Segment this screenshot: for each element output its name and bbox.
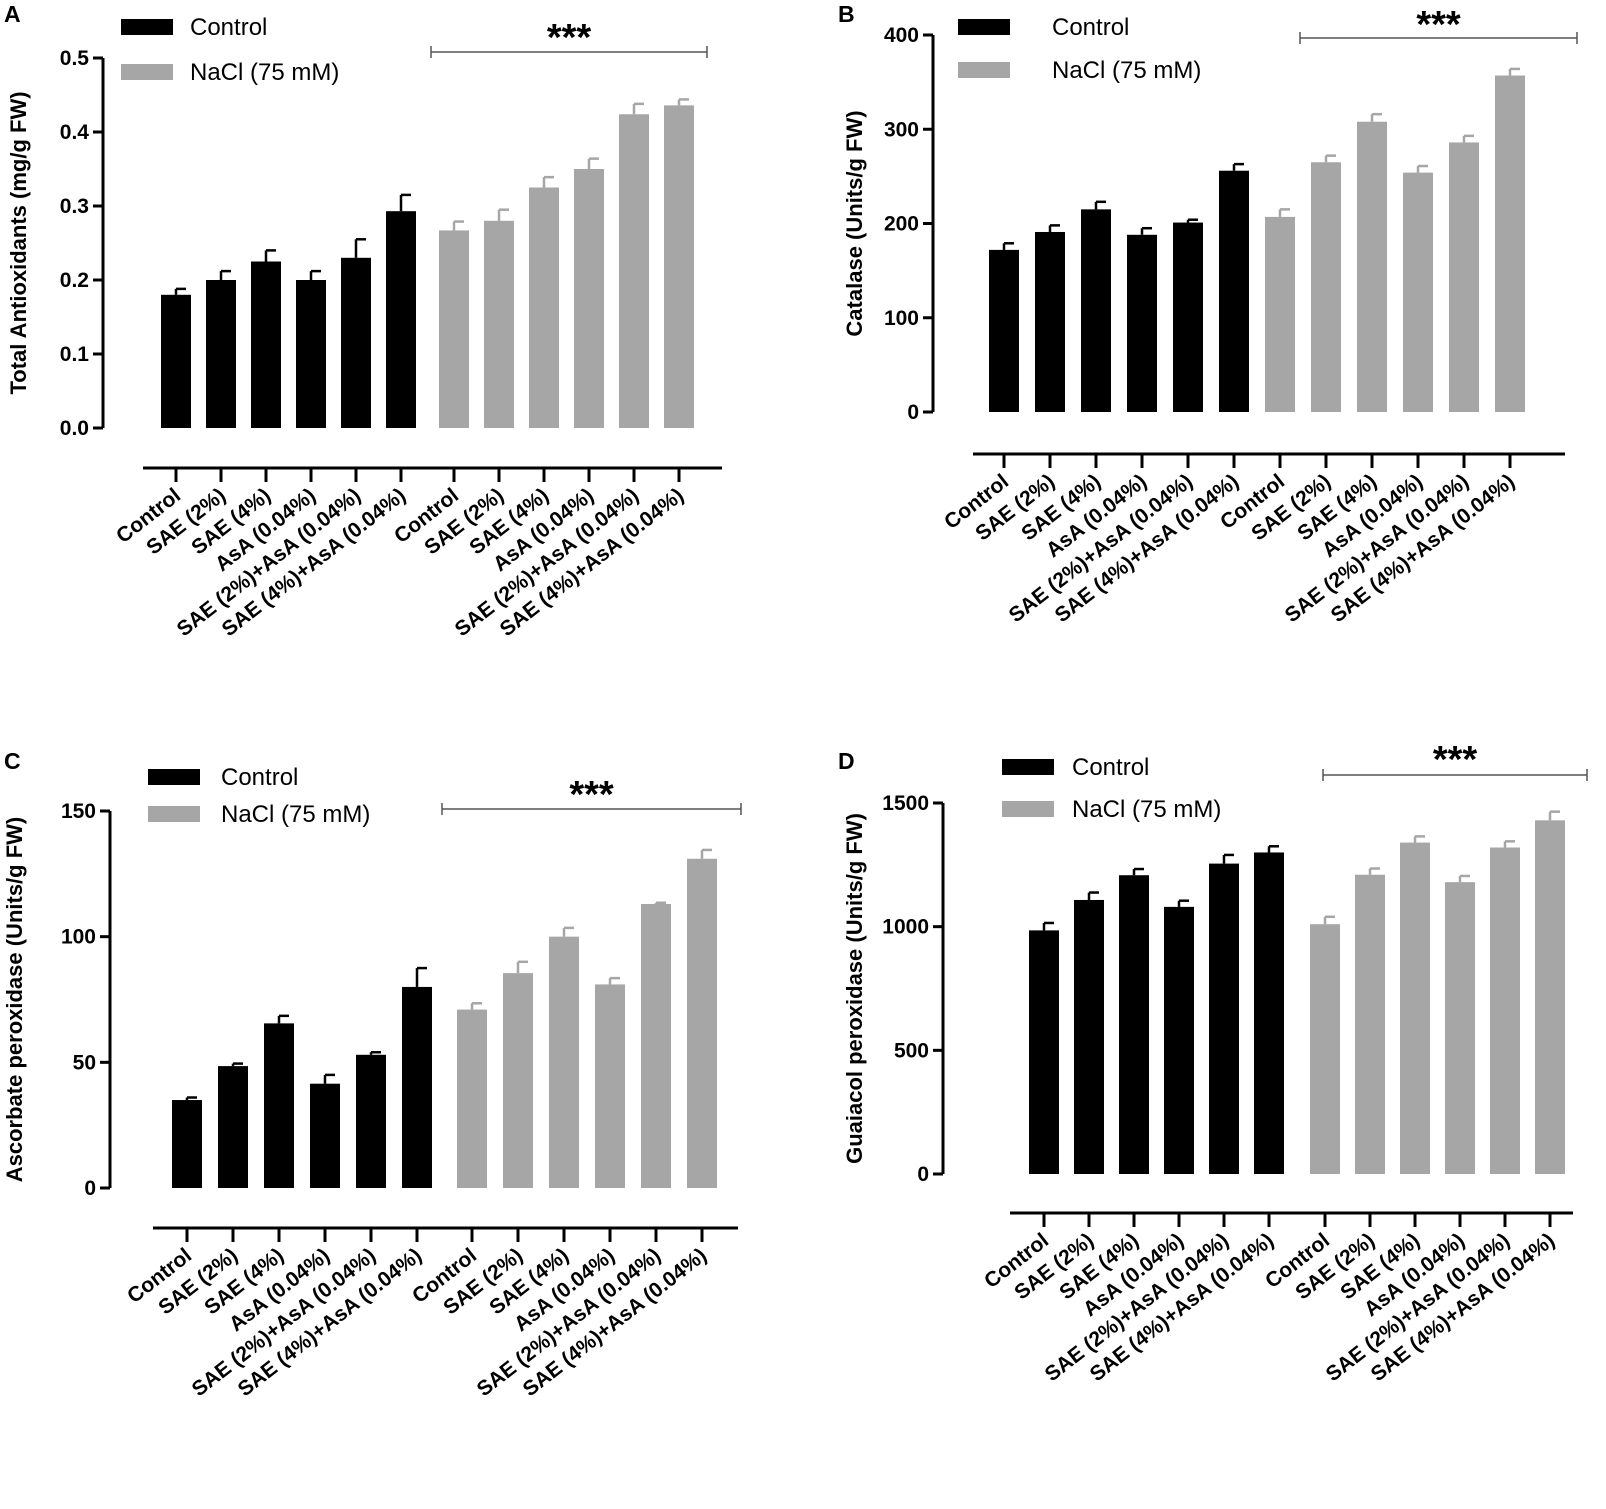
legend-label-nacl: NaCl (75 mM) [1052,57,1201,84]
bar-nacl-4 [574,169,604,428]
y-tick-label: 150 [61,800,96,823]
bar-control-6 [1219,170,1249,412]
bar-nacl-6 [687,858,717,1188]
bar-nacl-5 [1449,142,1479,412]
panel-letter: B [838,1,855,27]
y-tick-label: 0.1 [60,343,90,366]
bar-control-3 [1081,209,1111,412]
legend-label-nacl: NaCl (75 mM) [1072,796,1221,823]
panel-letter: C [4,748,21,774]
bar-nacl-4 [1445,882,1475,1174]
legend-label-control: Control [1072,754,1149,781]
bar-nacl-1 [1310,924,1340,1174]
legend-swatch-nacl [121,64,173,80]
significance-stars: *** [1433,739,1478,781]
bar-control-3 [1119,875,1149,1174]
bar-control-5 [1173,222,1203,412]
legend-label-nacl: NaCl (75 mM) [190,59,339,86]
bar-nacl-4 [595,984,625,1188]
panel-letter: A [4,1,21,27]
bar-nacl-5 [641,903,671,1188]
y-tick-label: 0 [84,1177,96,1200]
significance-stars: *** [569,774,614,816]
legend-label-control: Control [221,764,298,791]
bar-nacl-2 [484,220,514,428]
y-tick-label: 1500 [882,792,929,815]
bar-nacl-1 [1265,216,1295,412]
bar-control-4 [296,280,326,428]
bar-control-2 [218,1066,248,1188]
legend-swatch-nacl [1002,801,1054,817]
bar-nacl-2 [503,973,533,1188]
bar-nacl-6 [664,105,694,429]
legend-swatch-control [958,19,1010,35]
bar-control-5 [1209,863,1239,1174]
y-tick-label: 0.4 [60,121,90,144]
bar-control-1 [989,249,1019,412]
bar-control-5 [356,1054,386,1188]
legend-swatch-nacl [148,806,200,822]
y-tick-label: 100 [884,307,919,330]
bar-control-6 [386,211,416,428]
y-tick-label: 0 [907,401,919,424]
panel-letter: D [838,748,855,774]
legend-swatch-control [121,19,173,35]
bar-control-3 [264,1023,294,1188]
bar-nacl-5 [1490,847,1520,1174]
bar-control-4 [1127,234,1157,412]
bar-control-2 [1035,231,1065,412]
y-tick-label: 0.5 [60,47,90,70]
y-tick-label: 100 [61,926,96,949]
legend-label-control: Control [190,14,267,41]
y-axis-title: Guaiacol peroxidase (Units/g FW) [842,813,867,1164]
legend-label-control: Control [1052,14,1129,41]
bar-nacl-6 [1535,820,1565,1174]
significance-stars: *** [1416,4,1461,46]
bar-control-4 [310,1083,340,1188]
bar-nacl-3 [1357,121,1387,413]
y-tick-label: 1000 [882,916,929,939]
bar-nacl-3 [529,187,559,428]
y-tick-label: 0.3 [60,195,89,218]
legend-swatch-control [1002,759,1054,775]
bar-nacl-2 [1355,874,1385,1174]
y-tick-label: 500 [894,1039,929,1062]
y-tick-label: 0.0 [60,417,89,440]
bar-nacl-3 [1400,842,1430,1174]
y-tick-label: 50 [73,1051,96,1074]
bar-nacl-1 [457,1009,487,1188]
bar-control-2 [1074,899,1104,1174]
bar-control-6 [1254,852,1284,1174]
legend-swatch-nacl [958,62,1010,78]
legend-swatch-control [148,769,200,785]
y-tick-label: 0.2 [60,269,89,292]
bar-nacl-2 [1311,162,1341,412]
legend-label-nacl: NaCl (75 mM) [221,801,370,828]
bar-nacl-3 [549,936,579,1188]
bar-nacl-6 [1495,75,1525,412]
bar-control-5 [341,257,371,428]
bar-control-1 [161,294,191,428]
y-tick-label: 200 [884,213,919,236]
bar-control-1 [172,1100,202,1188]
y-tick-label: 300 [884,118,919,141]
bar-nacl-5 [619,114,649,429]
bar-control-1 [1029,930,1059,1174]
bar-control-3 [251,261,281,428]
bar-nacl-1 [439,230,469,428]
y-axis-title: Total Antioxidants (mg/g FW) [6,91,31,394]
y-tick-label: 0 [917,1163,929,1186]
significance-stars: *** [547,17,592,59]
y-axis-title: Ascorbate peroxidase (Units/g FW) [2,817,27,1183]
bar-control-2 [206,280,236,428]
y-tick-label: 400 [884,24,919,47]
bar-control-4 [1164,906,1194,1174]
bar-control-6 [402,986,432,1188]
y-axis-title: Catalase (Units/g FW) [842,110,867,336]
bar-nacl-4 [1403,172,1433,412]
